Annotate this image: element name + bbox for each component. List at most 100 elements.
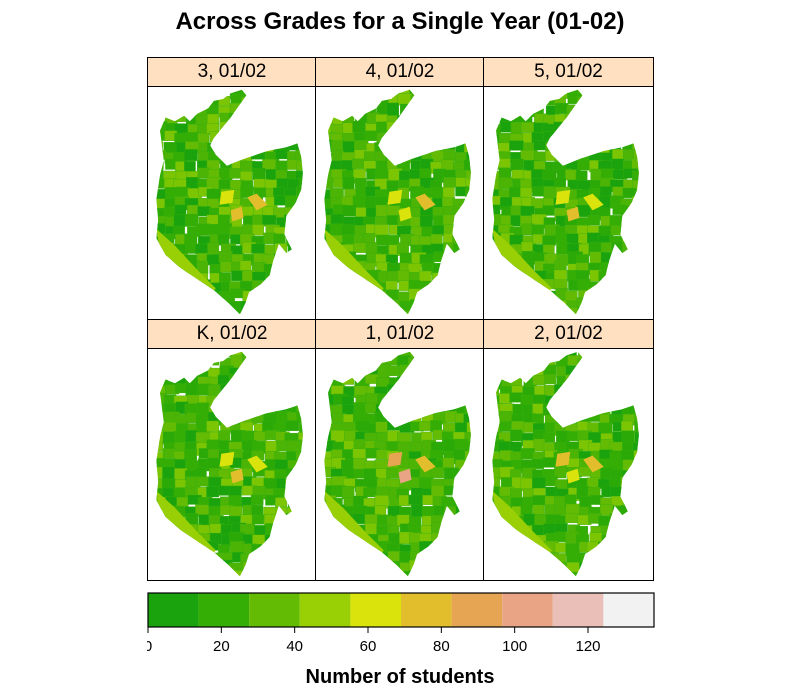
tract <box>251 544 265 557</box>
tract <box>353 351 366 360</box>
tract <box>420 355 433 367</box>
tract <box>643 524 651 535</box>
tract <box>564 290 578 303</box>
tract <box>396 115 411 129</box>
tract <box>156 95 167 106</box>
tract <box>452 290 468 302</box>
panel-grade-k: K, 01/02 <box>147 319 317 581</box>
tract <box>324 569 335 577</box>
tract <box>162 421 178 433</box>
tract <box>333 288 348 300</box>
tract <box>364 130 379 141</box>
tract <box>285 95 301 107</box>
tract <box>587 215 600 226</box>
tract <box>387 395 402 407</box>
tract <box>297 507 303 518</box>
tract <box>397 93 413 106</box>
tract <box>454 124 470 135</box>
tract <box>156 89 166 99</box>
tract <box>453 552 466 566</box>
tract <box>453 243 468 255</box>
tract <box>623 376 639 389</box>
tract <box>298 254 303 267</box>
tract <box>645 411 651 421</box>
tract <box>420 122 434 135</box>
tract <box>397 140 411 153</box>
tract <box>512 358 526 371</box>
panel-grade-3: 3, 01/02 <box>147 57 317 321</box>
tract <box>264 368 277 379</box>
tract <box>276 269 289 281</box>
tract <box>646 170 651 182</box>
tract <box>343 365 359 378</box>
tract <box>374 505 387 516</box>
tract <box>634 260 639 272</box>
tract <box>464 559 471 573</box>
tract <box>388 570 403 577</box>
tract <box>251 103 265 117</box>
tract <box>388 307 403 315</box>
tract <box>600 562 615 575</box>
tract <box>341 486 355 500</box>
tract <box>443 124 457 137</box>
tract <box>466 367 471 380</box>
map-area <box>484 86 653 320</box>
tract <box>295 367 303 379</box>
tract <box>397 270 410 282</box>
tract <box>645 115 651 126</box>
tract <box>589 112 603 123</box>
tract <box>576 122 589 135</box>
tract <box>273 112 286 124</box>
tract <box>465 466 471 478</box>
tract <box>531 551 545 563</box>
tract <box>240 142 255 155</box>
tract <box>386 130 402 144</box>
tract <box>543 562 558 574</box>
tract <box>410 104 426 116</box>
tract <box>463 142 471 153</box>
color-key-tick-label: 80 <box>433 638 450 655</box>
hotspot-tract <box>230 206 244 222</box>
tract <box>274 253 289 266</box>
tract <box>621 351 635 361</box>
panel-grade-4: 4, 01/02 <box>315 57 485 321</box>
tract <box>407 384 423 395</box>
tract <box>363 89 376 99</box>
tract <box>196 351 212 358</box>
tract <box>407 115 422 127</box>
tract <box>499 104 513 115</box>
tract <box>324 561 335 575</box>
tract <box>492 476 501 489</box>
tract <box>498 177 513 189</box>
tract <box>620 541 634 552</box>
tract <box>251 563 266 575</box>
tract <box>533 94 545 105</box>
tract <box>612 367 624 378</box>
tract <box>476 366 483 376</box>
tract <box>633 150 639 161</box>
tract <box>262 395 278 408</box>
tract <box>430 112 443 124</box>
hotspot-tract <box>583 455 604 473</box>
tract <box>499 525 513 536</box>
tract <box>521 299 534 312</box>
hotspot-tract <box>566 206 580 222</box>
tract <box>343 541 358 552</box>
tract <box>176 104 191 116</box>
tract <box>545 150 559 161</box>
tract <box>463 104 471 115</box>
tract <box>251 121 264 132</box>
tract <box>565 374 580 385</box>
tract <box>343 103 358 114</box>
tract <box>612 263 627 277</box>
tract <box>209 309 224 315</box>
tract <box>443 351 457 358</box>
tract <box>307 551 315 561</box>
tract <box>621 317 636 318</box>
tract <box>631 460 639 475</box>
tract <box>492 524 501 537</box>
tract <box>174 569 190 577</box>
tract <box>464 281 471 292</box>
tract <box>241 394 254 408</box>
tract <box>295 140 303 152</box>
